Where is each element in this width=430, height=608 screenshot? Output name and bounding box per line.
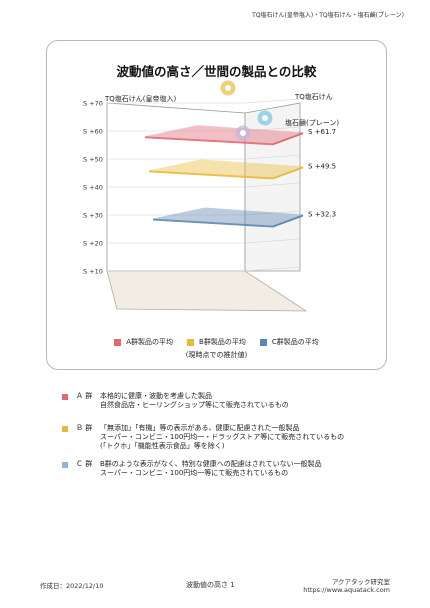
series-edge-2 xyxy=(149,170,273,180)
series-edge-1 xyxy=(145,136,273,146)
group-b-line: 「無添加」「有機」等の表示がある、健康に配慮された一般製品 xyxy=(100,424,300,432)
y-tick-label: S +40 xyxy=(83,184,103,192)
product-label-2: TQ塩石けん xyxy=(294,92,333,101)
series-side-2 xyxy=(273,166,303,180)
product-sphere-glow-3 xyxy=(240,130,246,136)
series-side-1 xyxy=(273,132,303,146)
legend-item-3: C群製品の平均 xyxy=(259,337,319,347)
group-c-line: B群のような表示がなく、特別な健康への配慮はされていない一般製品 xyxy=(100,460,322,468)
y-tick-label: S +20 xyxy=(83,240,103,248)
series-edge-3 xyxy=(153,218,273,228)
legend-label: A群製品の平均 xyxy=(126,338,174,346)
legend-swatch xyxy=(187,338,195,346)
header-product-line: TQ塩石けん(皇帝塩入)・TQ塩石けん・塩石鹸(プレーン) xyxy=(252,12,404,19)
product-sphere-glow-2 xyxy=(262,115,268,121)
y-tick-label: S +70 xyxy=(83,100,103,108)
legend-label: B群製品の平均 xyxy=(199,338,246,346)
legend-item-2: B群製品の平均 xyxy=(187,337,246,347)
y-tick-label: S +60 xyxy=(83,128,103,136)
group-b: Ｂ 群 「無添加」「有機」等の表示がある、健康に配慮された一般製品 スーパー・コ… xyxy=(62,424,344,451)
gridline xyxy=(244,98,301,104)
chart-floor xyxy=(106,270,308,312)
product-label-3: 塩石鹸(プレーン) xyxy=(285,118,339,127)
group-c-swatch xyxy=(62,462,68,468)
chart-legend: A群製品の平均 B群製品の平均 C群製品の平均 (現時点での推計値) xyxy=(47,337,386,360)
y-tick-label: S +10 xyxy=(83,268,103,276)
value-label-1: S +61.7 xyxy=(308,128,336,136)
footer-date: 作成日：2022/12/10 xyxy=(40,582,104,590)
group-a: Ａ 群 本格的に健康・波動を考慮した製品 自然食品店・ヒーリングショップ等にて販… xyxy=(62,392,289,410)
y-tick-label: S +30 xyxy=(83,212,103,220)
group-c-name: Ｃ 群 xyxy=(76,460,93,468)
product-sphere-glow-1 xyxy=(225,85,231,91)
series-plane-3 xyxy=(153,207,303,226)
gridline xyxy=(244,238,301,244)
value-label-2: S +49.5 xyxy=(308,162,336,170)
group-b-line: スーパー・コンビニ・100円均一・ドラッグストア等にて販売されているもの xyxy=(100,433,345,441)
footer-url: https://www.aquatack.com xyxy=(303,586,390,594)
y-tick-label: S +50 xyxy=(83,156,103,164)
chart-title: 波動値の高さ／世間の製品との比較 xyxy=(116,64,317,79)
group-b-swatch xyxy=(62,426,68,432)
value-label-3: S +32.3 xyxy=(308,211,336,219)
gridline xyxy=(244,266,301,272)
legend-note: (現時点での推計値) xyxy=(185,351,248,359)
legend-label: C群製品の平均 xyxy=(271,338,319,346)
group-a-name: Ａ 群 xyxy=(76,392,93,400)
legend-swatch xyxy=(259,338,267,346)
series-plane-1 xyxy=(145,125,303,144)
legend-swatch xyxy=(114,338,122,346)
group-c: Ｃ 群 B群のような表示がなく、特別な健康への配慮はされていない一般製品 スーパ… xyxy=(62,460,322,478)
series-side-3 xyxy=(273,214,303,228)
gridline xyxy=(244,126,301,132)
group-a-line: 自然食品店・ヒーリングショップ等にて販売されているもの xyxy=(100,401,289,409)
group-a-line: 本格的に健康・波動を考慮した製品 xyxy=(100,392,212,400)
gridline xyxy=(244,210,301,216)
series-plane-2 xyxy=(149,159,303,178)
group-b-name: Ｂ 群 xyxy=(76,424,93,432)
gridline xyxy=(244,182,301,188)
group-c-line: スーパー・コンビニ・100円均一等にて販売されているもの xyxy=(100,469,289,477)
right-wall xyxy=(244,102,301,272)
chart-plot: S +10 S +20 S +30 S +40 S +50 S +60 S +70 S +61… xyxy=(83,80,339,312)
footer-page: 波動値の高さ 1 xyxy=(186,581,235,589)
group-b-line: (「トクホ」「機能性表示食品」等を除く) xyxy=(100,442,225,450)
footer-org: アクアタック研究室 https://www.aquatack.com xyxy=(303,576,390,594)
legend-item-1: A群製品の平均 xyxy=(114,337,173,347)
gridline xyxy=(244,154,301,160)
chart-panel: 波動値の高さ／世間の製品との比較 S +10 S +20 S +30 S +40 S +… xyxy=(46,40,387,370)
footer-org-name: アクアタック研究室 xyxy=(331,578,390,586)
group-a-swatch xyxy=(62,394,68,400)
product-label-1: TQ塩石けん(皇帝塩入) xyxy=(104,94,177,103)
